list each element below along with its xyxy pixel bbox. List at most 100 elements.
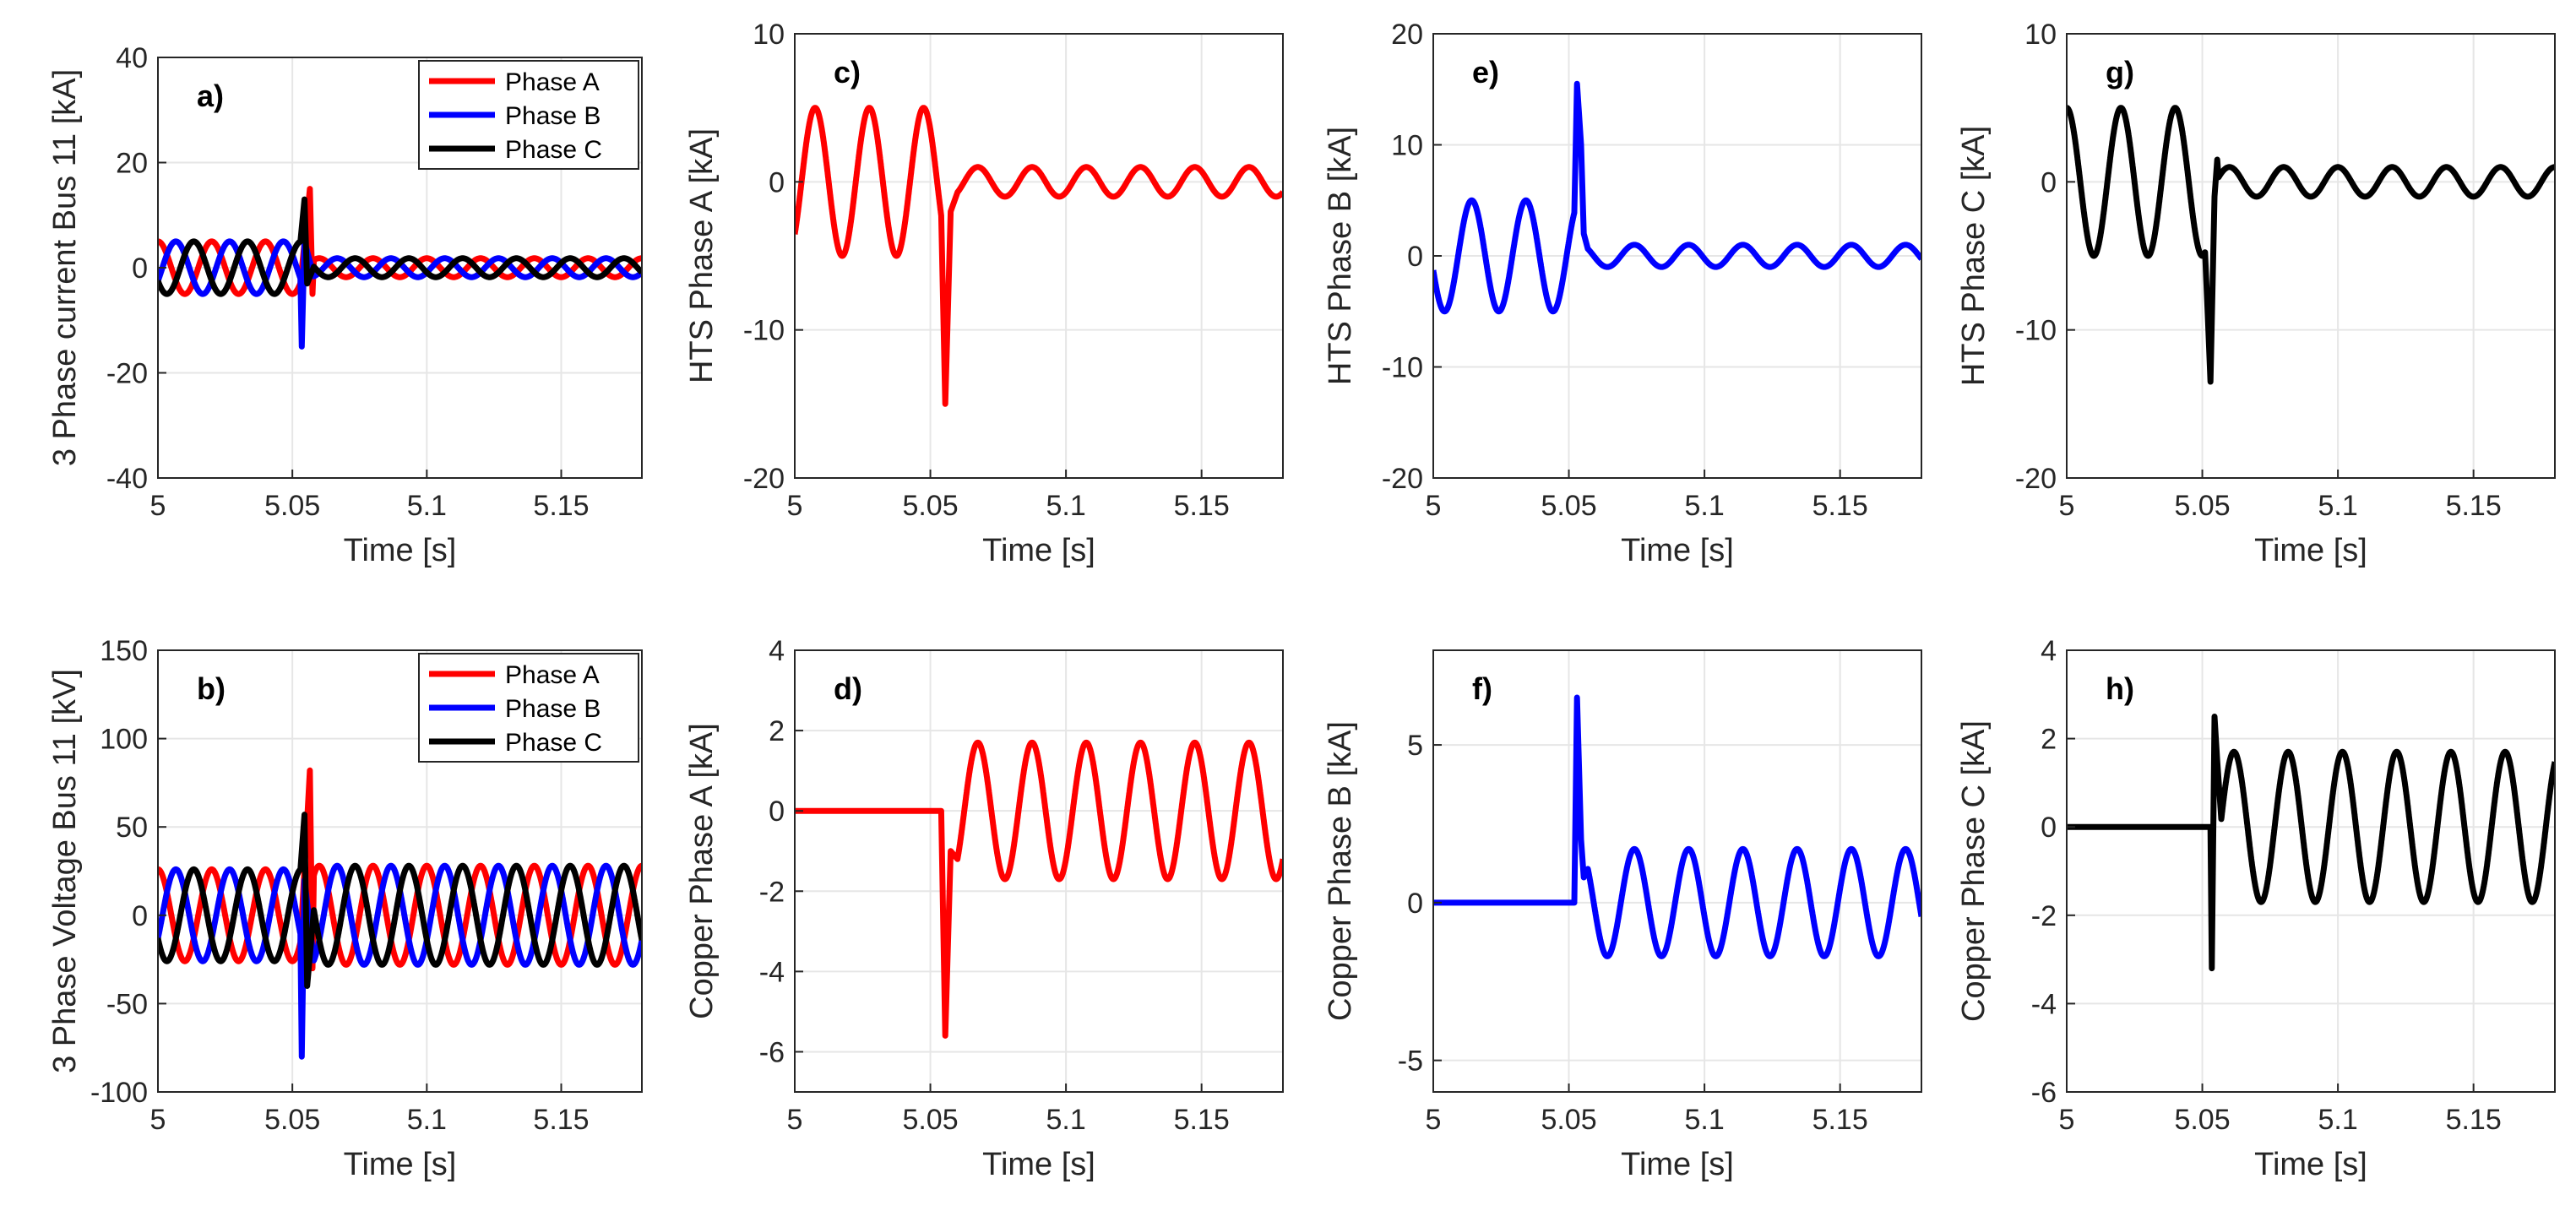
x-tick-label: 5 bbox=[787, 490, 803, 522]
x-tick-label: 5.05 bbox=[264, 1104, 320, 1136]
x-tick-label: 5.15 bbox=[2446, 1104, 2502, 1136]
panel-e: 5 5.05 5.1 5.15 -20 -10 0 10 20 Time [s] HTS Phase… bbox=[1323, 19, 1922, 568]
y-axis-label: Copper Phase B [kA] bbox=[1323, 721, 1358, 1021]
plot-area bbox=[1433, 650, 1921, 1092]
series-line-phase-c bbox=[158, 196, 642, 297]
series-line-e bbox=[1433, 80, 1921, 315]
y-tick-label: -4 bbox=[2031, 988, 2057, 1020]
x-tick-label: 5.1 bbox=[1684, 1104, 1724, 1136]
y-tick-label: -6 bbox=[759, 1036, 785, 1068]
x-axis-label: Time [s] bbox=[982, 1147, 1095, 1182]
series-line-d bbox=[795, 739, 1283, 1039]
x-axis-label: Time [s] bbox=[1621, 1147, 1734, 1182]
x-tick-label: 5.1 bbox=[1046, 490, 1085, 522]
gridlines bbox=[2066, 649, 2555, 1093]
x-tick-label: 5.1 bbox=[407, 490, 447, 522]
y-tick-label: 0 bbox=[769, 796, 785, 828]
panel-label: h) bbox=[2106, 671, 2134, 706]
y-tick-label: -20 bbox=[2015, 463, 2057, 495]
y-tick-label: 10 bbox=[753, 19, 785, 51]
panel-c: 5 5.05 5.1 5.15 -20 -10 0 10 Time [s] HTS Phase A… bbox=[684, 19, 1284, 568]
plot-area bbox=[2067, 650, 2555, 1092]
panel-label: g) bbox=[2106, 55, 2134, 90]
legend-entry: Phase A bbox=[505, 661, 600, 689]
series-line-f bbox=[1433, 694, 1921, 959]
series-group bbox=[795, 739, 1283, 1039]
panel-f: 5 5.05 5.1 5.15 -5 0 5 Time [s] Copper Phase B [… bbox=[1323, 649, 1922, 1182]
axes-box bbox=[794, 33, 1284, 479]
x-tick-label: 5.05 bbox=[902, 1104, 958, 1136]
series-line-phase-a bbox=[158, 186, 642, 297]
y-tick-label: -20 bbox=[106, 358, 148, 390]
y-axis-label: Copper Phase A [kA] bbox=[684, 723, 720, 1019]
series-line-phase-c bbox=[158, 812, 642, 989]
axes-box bbox=[157, 649, 643, 1093]
x-tick-label: 5.05 bbox=[1541, 1104, 1596, 1136]
x-tick-label: 5.05 bbox=[2174, 490, 2230, 522]
legend-entry: Phase B bbox=[505, 695, 601, 723]
legend: Phase A Phase B Phase C bbox=[418, 60, 639, 170]
plot-area bbox=[795, 650, 1283, 1092]
x-tick-label: 5 bbox=[2059, 490, 2075, 522]
x-tick-label: 5.05 bbox=[264, 490, 320, 522]
y-tick-label: 150 bbox=[100, 635, 148, 667]
legend-entry: Phase A bbox=[505, 68, 600, 96]
x-tick-label: 5.1 bbox=[1684, 490, 1724, 522]
x-axis-label: Time [s] bbox=[344, 1147, 457, 1182]
series-line-phase-b bbox=[158, 862, 642, 1060]
series-line-h bbox=[2067, 714, 2555, 972]
series-line-phase-b bbox=[158, 238, 642, 350]
plot-area bbox=[2067, 34, 2555, 478]
series-group bbox=[158, 186, 642, 350]
y-axis-label: Copper Phase C [kA] bbox=[1956, 720, 1992, 1022]
series-line-g bbox=[2067, 105, 2555, 385]
panel-a: 5 5.05 5.1 5.15 -40 -20 0 20 40 Time [s] 3 Phase c… bbox=[47, 42, 643, 568]
panel-d: 5 5.05 5.1 5.15 -6 -4 -2 0 2 4 Time [s] Copper Phas… bbox=[684, 635, 1284, 1182]
x-tick-label: 5 bbox=[1426, 490, 1442, 522]
legend-entry: Phase C bbox=[505, 729, 602, 757]
panel-label: c) bbox=[834, 55, 861, 90]
axes-box bbox=[2066, 33, 2556, 479]
x-tick-label: 5 bbox=[150, 1104, 166, 1136]
y-tick-label: -6 bbox=[2031, 1077, 2057, 1109]
y-tick-label: -10 bbox=[1382, 352, 1423, 384]
series-group bbox=[795, 105, 1283, 407]
x-tick-label: 5 bbox=[2059, 1104, 2075, 1136]
panel-label: a) bbox=[197, 79, 224, 113]
y-tick-label: -50 bbox=[106, 988, 148, 1020]
axes-box bbox=[2066, 649, 2556, 1093]
x-tick-label: 5.05 bbox=[902, 490, 958, 522]
series-group bbox=[1433, 80, 1921, 315]
x-tick-label: 5.05 bbox=[1541, 490, 1596, 522]
panel-g: 5 5.05 5.1 5.15 -20 -10 0 10 Time [s] HTS Phase C… bbox=[1956, 19, 2556, 568]
x-tick-label: 5.1 bbox=[2318, 490, 2357, 522]
y-tick-label: -40 bbox=[106, 463, 148, 495]
y-tick-label: 0 bbox=[2041, 166, 2057, 198]
x-tick-label: 5.1 bbox=[407, 1104, 447, 1136]
x-tick-label: 5.15 bbox=[1174, 1104, 1230, 1136]
x-tick-label: 5.15 bbox=[533, 490, 589, 522]
y-tick-label: 10 bbox=[2024, 19, 2057, 51]
x-axis-label: Time [s] bbox=[982, 533, 1095, 568]
x-tick-label: 5 bbox=[1426, 1104, 1442, 1136]
series-group bbox=[2067, 105, 2555, 385]
y-tick-label: -5 bbox=[1398, 1045, 1423, 1078]
x-tick-label: 5.15 bbox=[1174, 490, 1230, 522]
y-axis-label: HTS Phase B [kA] bbox=[1323, 127, 1358, 385]
series-line-c bbox=[795, 105, 1283, 407]
legend-entry: Phase C bbox=[505, 136, 602, 164]
y-tick-label: 2 bbox=[2041, 724, 2057, 756]
x-axis-label: Time [s] bbox=[2254, 1147, 2367, 1182]
x-axis-label: Time [s] bbox=[344, 533, 457, 568]
y-tick-label: 0 bbox=[132, 253, 148, 285]
series-group bbox=[158, 767, 642, 1060]
y-tick-label: -10 bbox=[743, 315, 785, 347]
x-tick-label: 5.15 bbox=[1812, 490, 1868, 522]
y-tick-label: 0 bbox=[1407, 888, 1423, 920]
y-tick-label: 4 bbox=[769, 635, 785, 667]
y-tick-label: 100 bbox=[100, 724, 148, 756]
y-tick-label: 2 bbox=[769, 715, 785, 747]
panel-label: d) bbox=[834, 671, 862, 706]
x-tick-label: 5.15 bbox=[2446, 490, 2502, 522]
